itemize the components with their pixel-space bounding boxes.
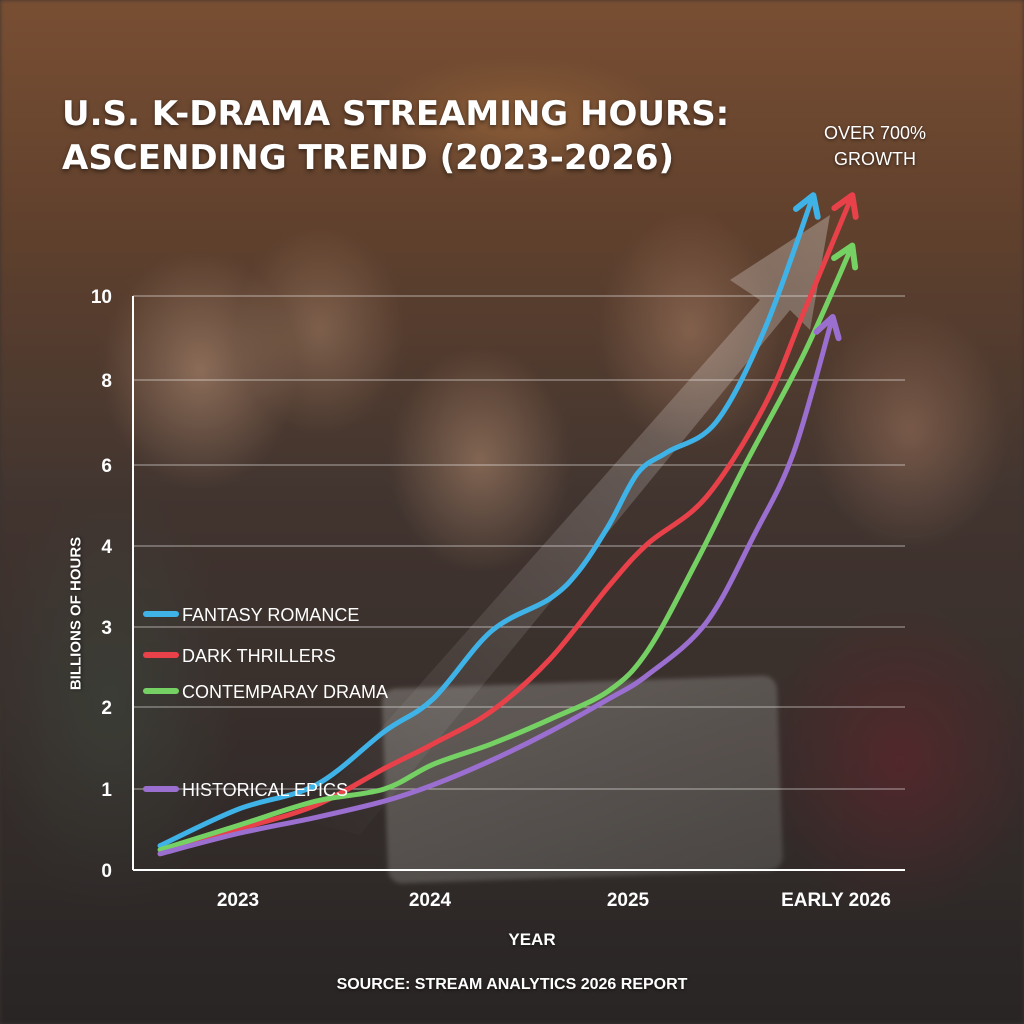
series-line-dark-thrillers xyxy=(157,192,855,857)
y-tick-label: 2 xyxy=(101,698,112,719)
legend-label-dark-thrillers: DARK THRILLERS xyxy=(182,646,336,666)
trend-arrow xyxy=(300,215,830,835)
series-layer xyxy=(157,192,859,857)
growth-annotation-line-1: OVER 700% xyxy=(823,123,927,143)
legend-label-contemparay-drama: CONTEMPARAY DRAMA xyxy=(182,682,388,702)
series-line-historical-epics xyxy=(157,314,836,857)
chart-title-line-2: ASCENDING TREND (2023-2026) xyxy=(62,138,675,178)
x-tick-label: 2025 xyxy=(607,890,650,911)
series-arrowhead-historical-epics xyxy=(813,314,842,342)
y-tick-label: 4 xyxy=(101,537,112,558)
chart-title: U.S. K-DRAMA STREAMING HOURS: ASCENDING … xyxy=(62,92,729,180)
growth-annotation-line-2: GROWTH xyxy=(834,149,916,169)
series-arrowhead-contemparay-drama xyxy=(831,242,859,271)
x-axis-label: YEAR xyxy=(508,930,556,949)
x-tick-label: 2023 xyxy=(217,890,259,911)
y-tick-label: 3 xyxy=(101,618,112,639)
y-tick-label: 10 xyxy=(91,287,112,308)
growth-annotation: OVER 700% GROWTH xyxy=(790,120,960,172)
series-arrowhead-fantasy-romance xyxy=(793,192,821,220)
y-tick-label: 6 xyxy=(101,456,112,477)
grid-layer xyxy=(133,295,905,790)
y-tick-label: 8 xyxy=(101,371,112,392)
chart-title-line-1: U.S. K-DRAMA STREAMING HOURS: xyxy=(62,94,730,134)
series-line-fantasy-romance xyxy=(157,192,816,849)
x-tick-label: EARLY 2026 xyxy=(781,890,891,911)
series-line-contemparay-drama xyxy=(157,243,855,853)
legend-label-fantasy-romance: FANTASY ROMANCE xyxy=(182,605,359,625)
y-axis-label: BILLIONS OF HOURS xyxy=(67,536,85,691)
ticks-layer: 0 1 2 3 4 6 8 10 2023 2024 2025 EARLY 2026 xyxy=(91,287,891,911)
legend: FANTASY ROMANCE DARK THRILLERS CONTEMPARAY… xyxy=(143,605,388,800)
y-tick-label: 1 xyxy=(101,780,112,801)
series-arrowhead-dark-thrillers xyxy=(831,192,859,220)
x-tick-label: 2024 xyxy=(409,890,452,911)
y-tick-label: 0 xyxy=(101,861,112,882)
axes-layer xyxy=(132,296,905,871)
source-note: SOURCE: STREAM ANALYTICS 2026 REPORT xyxy=(336,976,688,993)
legend-label-historical-epics: HISTORICAL EPICS xyxy=(182,780,348,800)
